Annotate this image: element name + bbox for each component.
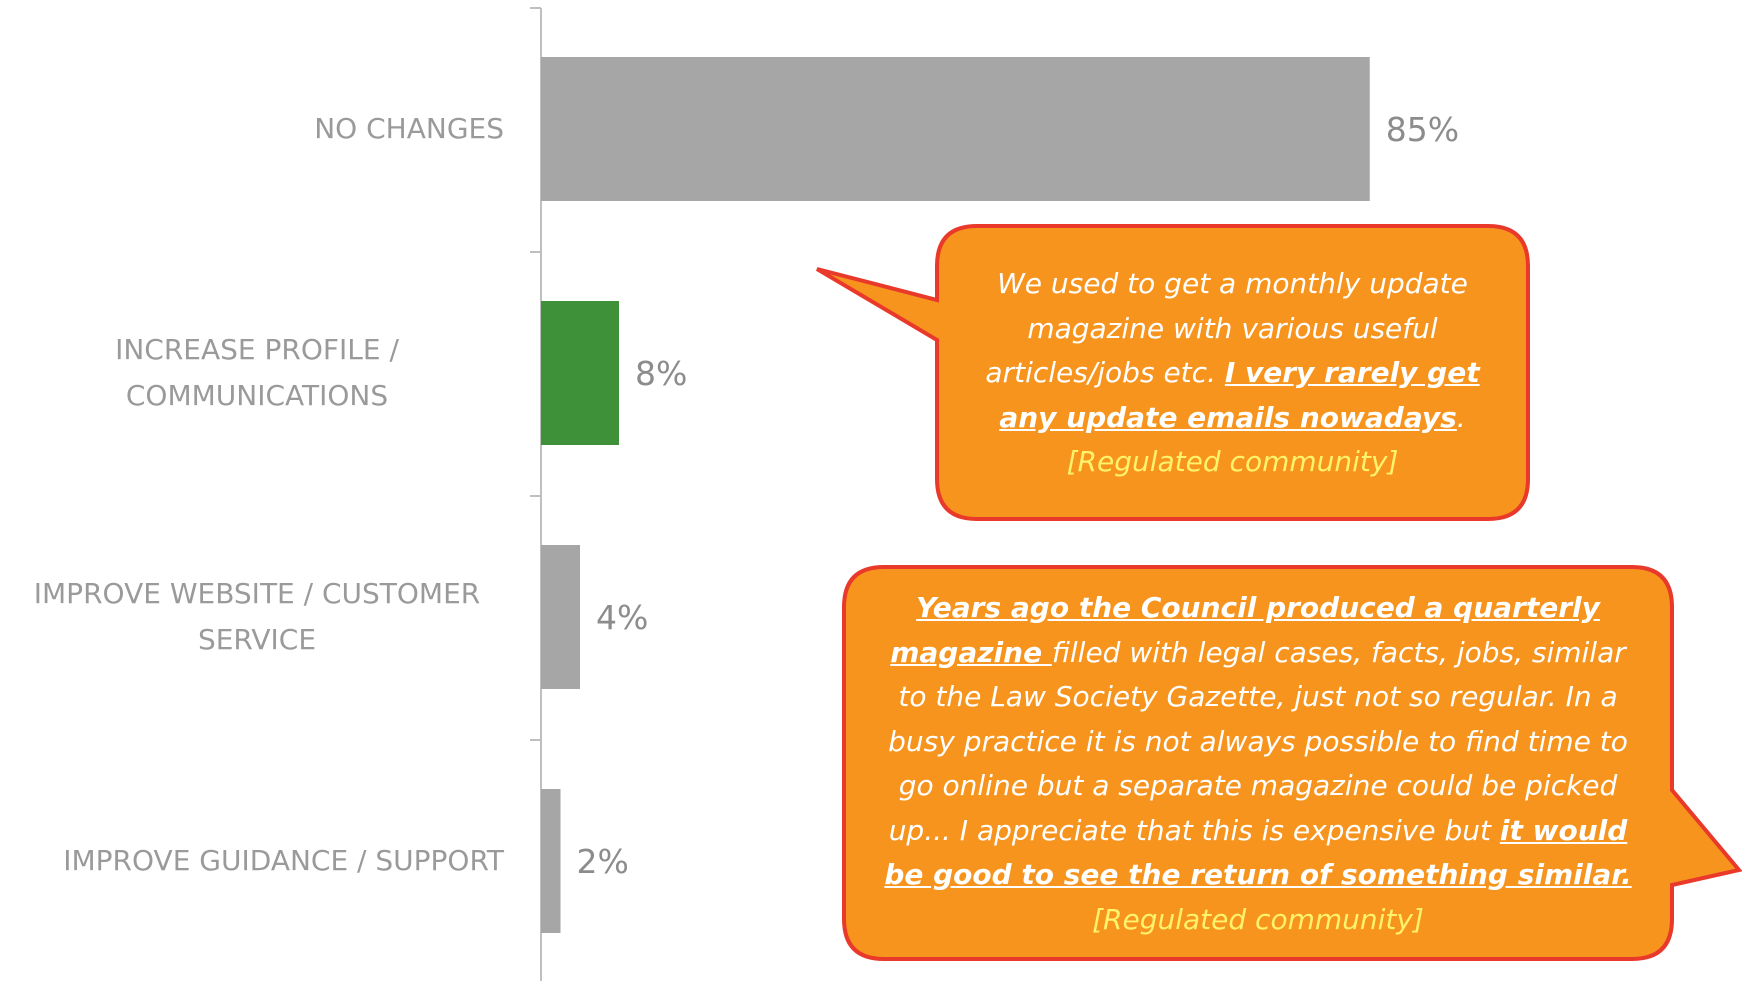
- callout-span: .: [1456, 400, 1466, 434]
- callout-span: it would be good to see the return of so…: [884, 813, 1632, 892]
- value-label: 85%: [1385, 109, 1460, 149]
- bar: [541, 301, 619, 445]
- callout-bubble: [815, 224, 1530, 521]
- callout-text: Years ago the Council produced a quarter…: [872, 586, 1644, 942]
- category-text: IMPROVE WEBSITE / CUSTOMER SERVICE: [33, 577, 481, 656]
- bar: [541, 545, 580, 689]
- callout-span: [Regulated community]: [1092, 902, 1424, 936]
- category-text: INCREASE PROFILE / COMMUNICATIONS: [115, 333, 399, 412]
- value-label: 8%: [635, 353, 688, 393]
- category-label: IMPROVE GUIDANCE / SUPPORT: [10, 838, 504, 884]
- callout-span: filled with legal cases, facts, jobs, si…: [888, 635, 1628, 847]
- callout-span: I very rarely get any update emails nowa…: [999, 356, 1480, 434]
- bar: [541, 57, 1370, 201]
- callout-span: [Regulated community]: [1066, 445, 1399, 478]
- callout-bubble: [842, 565, 1742, 961]
- category-text: IMPROVE GUIDANCE / SUPPORT: [63, 844, 504, 877]
- value-label: 2%: [576, 841, 629, 881]
- callout-span: We used to get a monthly update magazine…: [985, 267, 1468, 389]
- category-label: NO CHANGES: [10, 106, 504, 152]
- value-label: 4%: [596, 597, 649, 637]
- bar: [541, 789, 561, 933]
- category-text: NO CHANGES: [314, 112, 504, 145]
- bars: [530, 7, 1370, 933]
- category-label: INCREASE PROFILE / COMMUNICATIONS: [10, 327, 504, 419]
- category-label: IMPROVE WEBSITE / CUSTOMER SERVICE: [10, 571, 504, 663]
- callout-text: We used to get a monthly update magazine…: [962, 262, 1503, 485]
- callout-span: Years ago the Council produced a quarter…: [890, 591, 1600, 669]
